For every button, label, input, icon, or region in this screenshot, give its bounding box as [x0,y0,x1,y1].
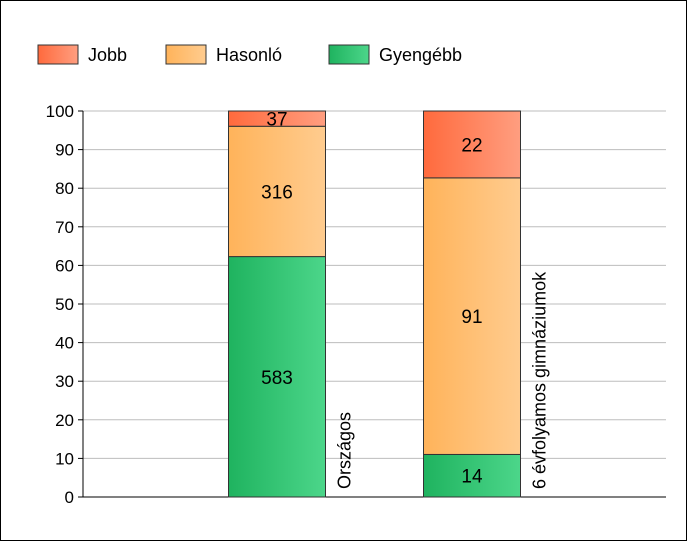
y-tick-label-30: 30 [55,372,74,391]
category-labels: Országos 6 évfolyamos gimnáziumok [335,271,550,489]
legend-label-hasonlo: Hasonló [216,45,282,65]
legend: Jobb Hasonló Gyengébb [37,44,462,65]
legend-swatch-hasonlo [165,44,207,65]
y-axis: 0 10 20 30 40 50 60 70 80 90 100 [46,102,666,507]
bar-segment-jobb-orszagos [228,110,326,127]
y-tick-label-40: 40 [55,334,74,353]
y-tick-label-70: 70 [55,218,74,237]
bar-segment-gyengebb-orszagos [228,256,326,498]
y-tick-label-20: 20 [55,411,74,430]
data-label-jobb-6-evfolyamos-gimnaziumok: 22 [461,135,482,156]
legend-swatch-jobb [37,44,79,65]
bar-segment-hasonlo-6-evfolyamos-gimnaziumok [423,177,521,455]
y-tick-label-50: 50 [55,295,74,314]
data-label-gyengebb-6-evfolyamos-gimnaziumok: 14 [461,467,483,488]
grid-lines [83,110,666,459]
legend-label-jobb: Jobb [88,45,127,65]
category-label-orszagos: Országos [335,412,355,489]
bar-segment-hasonlo-orszagos [228,125,326,258]
legend-swatch-gyengebb [328,44,370,65]
bar-segment-jobb-6-evfolyamos-gimnaziumok [423,110,521,179]
y-tick-label-100: 100 [46,102,74,121]
category-label-6-evfolyamos-gimnaziumok: 6 évfolyamos gimnáziumok [530,271,550,489]
legend-label-gyengebb: Gyengébb [379,45,462,65]
data-label-gyengebb-orszagos: 583 [261,368,293,389]
data-label-hasonlo-6-evfolyamos-gimnaziumok: 91 [461,307,482,328]
bar-segment-gyengebb-6-evfolyamos-gimnaziumok [423,453,521,498]
y-tick-label-80: 80 [55,179,74,198]
y-tick-label-90: 90 [55,141,74,160]
y-tick-label-10: 10 [55,449,74,468]
data-label-hasonlo-orszagos: 316 [261,182,293,203]
data-label-jobb-orszagos: 37 [266,110,287,131]
y-tick-label-0: 0 [65,488,74,507]
y-tick-label-60: 60 [55,256,74,275]
bars: 583 316 37 14 91 22 [228,110,521,498]
